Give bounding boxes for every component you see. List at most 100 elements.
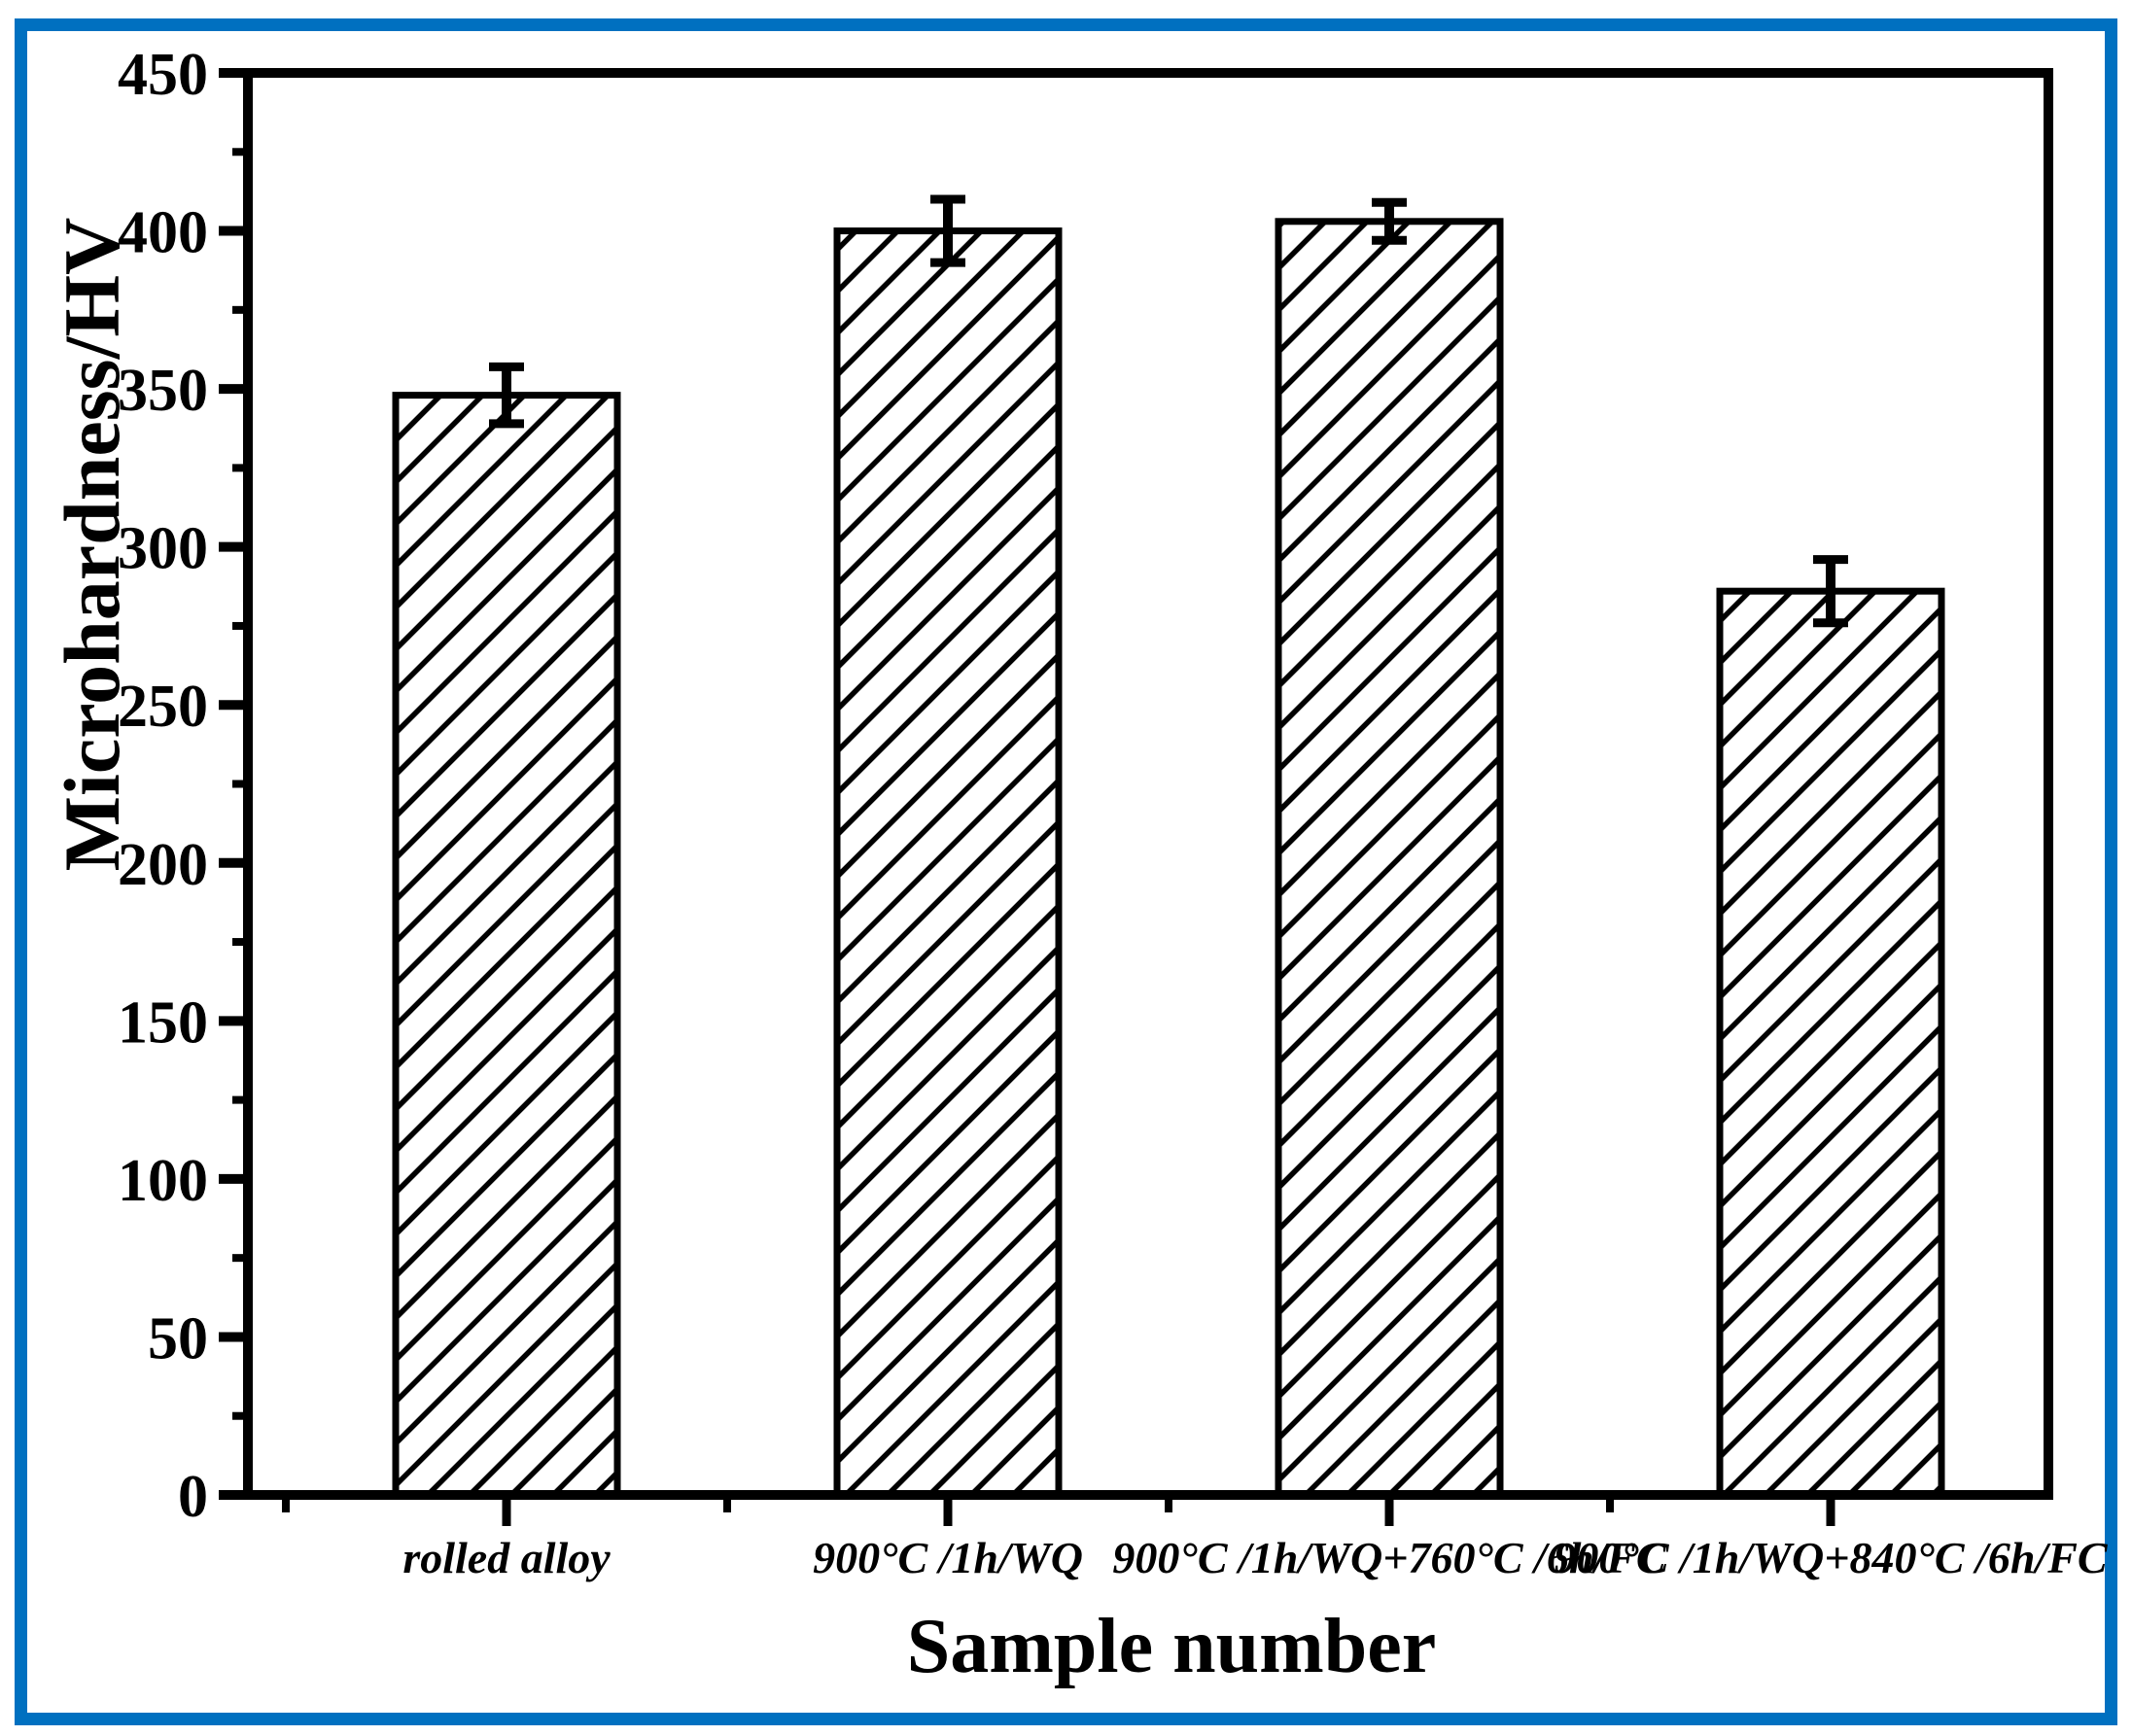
- bars-group: [392, 218, 1945, 1499]
- page-border: [15, 18, 2117, 1725]
- bar-hatch-line: [835, 361, 1061, 586]
- bar-hatch-line: [1276, 713, 1502, 939]
- bar-hatch-line: [1718, 1024, 1943, 1250]
- bar-hatch-line: [468, 1345, 619, 1497]
- bar-hatch-line: [835, 1197, 1061, 1422]
- bar-hatch-line: [1276, 504, 1502, 730]
- bar-hatch-line: [1718, 589, 1752, 623]
- bar-hatch-line: [835, 228, 984, 377]
- bar-hatch-line: [1718, 1233, 1943, 1459]
- bar-hatch-line: [1276, 839, 1502, 1064]
- x-axis-tick-labels: rolled alloy 900°C /1h/WQ 900°C /1h/WQ+760…: [402, 1533, 2109, 1582]
- y-axis-title: Microhardness/HV: [48, 218, 136, 872]
- y-tick-label: 400: [118, 200, 208, 266]
- bar-hatch-line: [835, 988, 1061, 1213]
- bar-hatch-line: [1011, 1447, 1061, 1497]
- bar-hatch-line: [394, 393, 611, 609]
- bar-hatch-line: [1276, 1215, 1502, 1441]
- bar-hatch-line: [1387, 1382, 1502, 1497]
- y-tick-label: 300: [118, 516, 208, 582]
- bar-hatch-line: [1718, 732, 1943, 957]
- bar-hatch-line: [1276, 1048, 1502, 1273]
- bar-hatch-line: [1718, 589, 1794, 665]
- bar-hatch-line: [394, 760, 619, 986]
- bar-hatch-line: [835, 737, 1061, 962]
- y-tick-label: 150: [118, 990, 208, 1056]
- bar-hatch-line: [394, 802, 619, 1027]
- bar-hatch-line: [835, 277, 1061, 503]
- y-axis-tick-labels: 0 50 100 150 200 250 300 350 400 450: [118, 42, 208, 1530]
- bar-hatch-line: [394, 1136, 619, 1362]
- bar-hatch-line: [551, 1429, 619, 1497]
- x-axis-title: Sample number: [907, 1604, 1437, 1689]
- error-bars-group: [489, 194, 1848, 628]
- bar-hatch-line: [835, 653, 1061, 879]
- y-tick-label: 50: [148, 1305, 208, 1371]
- bar-hatch-line: [835, 486, 1061, 712]
- bar-hatch-line: [394, 393, 485, 484]
- bar-hatch-line: [394, 635, 619, 860]
- bar-hatch-line: [927, 1364, 1061, 1497]
- bar-hatch-line: [835, 946, 1061, 1171]
- bar-hatch-line: [394, 718, 619, 944]
- bar-hatch-line: [1764, 1317, 1943, 1497]
- bar-hatch-line: [835, 528, 1061, 753]
- bar-hatch-line: [835, 1071, 1061, 1297]
- bar-hatch-line: [1276, 337, 1502, 563]
- y-tick-label: 250: [118, 674, 208, 740]
- bar-hatch-line: [835, 1029, 1061, 1255]
- bar-hatch-line: [1276, 630, 1502, 855]
- y-tick-label: 200: [118, 832, 208, 898]
- bar-hatch-line: [1722, 1275, 1943, 1497]
- error-bar-0: [489, 362, 524, 429]
- bar-hatch-line: [1718, 941, 1943, 1166]
- bar-hatch-line: [1276, 922, 1502, 1148]
- error-bar-1: [930, 194, 965, 267]
- bar-hatch-line: [1276, 421, 1502, 646]
- bar-hatch-line: [835, 319, 1061, 544]
- bar-hatch-line: [1276, 219, 1328, 270]
- bar-hatch-line: [1718, 1192, 1943, 1417]
- bar-hatch-line: [1276, 1090, 1502, 1315]
- bar-1: [833, 227, 1063, 1499]
- bar-hatch-line: [394, 1011, 619, 1236]
- bar-hatch-line: [844, 1280, 1061, 1497]
- bar-hatch-line: [1276, 254, 1502, 479]
- bar-hatch-line: [1718, 589, 1835, 707]
- bar-hatch-line: [1718, 607, 1943, 832]
- bar-hatch-line: [394, 393, 443, 442]
- bar-hatch-line: [1276, 672, 1502, 897]
- bar-hatch-line: [835, 228, 942, 335]
- bar-hatch-line: [394, 1094, 619, 1320]
- plot-frame: [243, 68, 2053, 1500]
- bar-hatch-line: [835, 695, 1061, 920]
- bar-0: [392, 392, 621, 1499]
- bar-hatch-line: [1718, 1150, 1943, 1375]
- bar-hatch-line: [835, 820, 1061, 1046]
- bar-hatch-line: [835, 1155, 1061, 1380]
- y-tick-label: 100: [118, 1148, 208, 1214]
- bar-hatch-line: [394, 593, 619, 818]
- bar-hatch-line: [835, 904, 1061, 1129]
- bar-hatch-line: [1304, 1299, 1502, 1497]
- bar-2: [1275, 218, 1504, 1499]
- bar-hatch-line: [1276, 295, 1502, 521]
- bar-hatch-line: [1847, 1401, 1943, 1497]
- bar-hatch-line: [835, 235, 1061, 461]
- bar-hatch-line: [394, 844, 619, 1069]
- bar-hatch-line: [1718, 1066, 1943, 1292]
- bar-hatch-line: [394, 551, 619, 777]
- bar-hatch-line: [426, 1303, 619, 1497]
- bar-hatch-line: [394, 393, 569, 568]
- bar-hatch-line: [1718, 648, 1943, 874]
- bar-hatch-line: [1718, 589, 1877, 748]
- x-tick-label: 900°C /1h/WQ: [813, 1533, 1083, 1582]
- bar-hatch-line: [1276, 1257, 1502, 1482]
- bar-hatch-line: [1276, 219, 1370, 312]
- error-bar-2: [1372, 197, 1407, 245]
- bar-hatch-line: [394, 426, 619, 651]
- y-tick-label: 350: [118, 358, 208, 424]
- bar-hatch-line: [1718, 899, 1943, 1125]
